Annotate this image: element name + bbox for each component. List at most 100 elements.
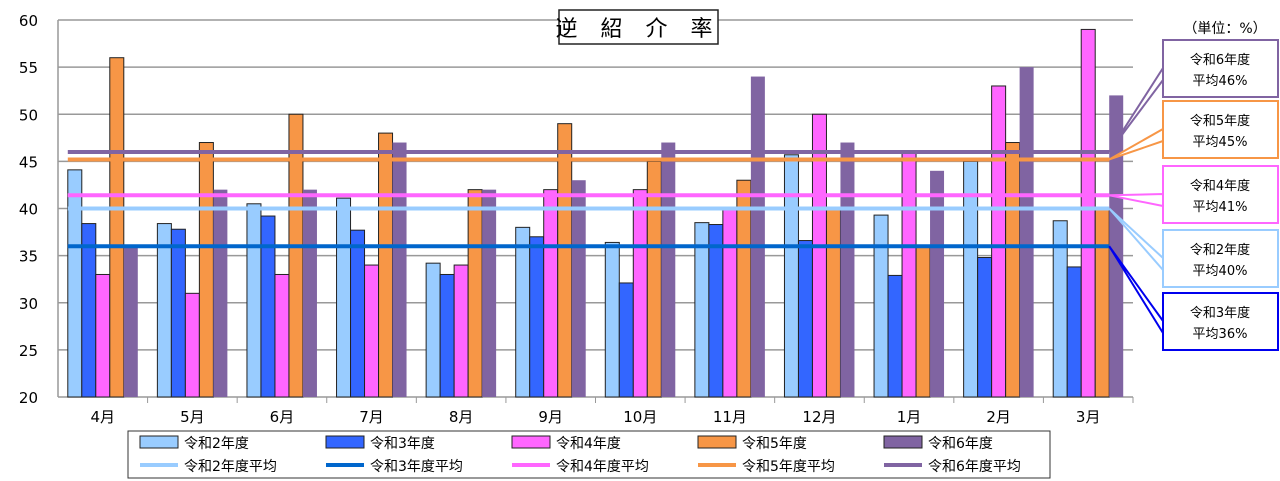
legend-label: 令和3年度: [370, 436, 435, 452]
bar-令和5年度-11月: [736, 179, 752, 398]
bar-令和6年度-6月: [302, 189, 317, 397]
bar-令和4年度-5月: [184, 292, 200, 398]
annotation-box: [1162, 292, 1279, 351]
bar-令和5年度-4月: [109, 57, 125, 398]
bar-令和3年度-11月: [708, 224, 724, 398]
bar-令和3年度-6月: [260, 215, 276, 398]
bar-令和5年度-3月: [1094, 208, 1110, 398]
bar-令和5年度-9月: [557, 123, 573, 398]
bar-令和4年度-7月: [364, 264, 380, 398]
x-tick-label: 1月: [897, 408, 922, 426]
bar-令和5年度-12月: [825, 208, 841, 398]
legend-swatch-令和6年度: [883, 435, 923, 449]
bar-令和3年度-8月: [439, 273, 455, 398]
bar-令和5年度-2月: [1005, 142, 1021, 398]
x-tick-label: 9月: [538, 408, 563, 426]
title-box: [558, 9, 719, 45]
bar-令和4年度-10月: [632, 189, 648, 398]
x-tick-label: 5月: [180, 408, 205, 426]
x-tick-label: 12月: [802, 408, 836, 426]
x-tick-label: 10月: [623, 408, 657, 426]
bar-令和5年度-1月: [915, 245, 931, 398]
bar-令和4年度-9月: [543, 189, 559, 398]
bar-令和2年度-6月: [246, 203, 262, 398]
annotation-label: 令和3年度: [1190, 305, 1250, 321]
annotation-label: 令和2年度: [1190, 242, 1250, 258]
annotation-box: [1162, 165, 1279, 224]
annotation-value: 平均46%: [1193, 74, 1248, 89]
annotation-label: 令和4年度: [1190, 178, 1250, 194]
bar-令和6年度-2月: [1019, 67, 1034, 397]
legend-label: 令和2年度平均: [184, 459, 277, 475]
x-tick-label: 4月: [91, 408, 116, 426]
annotation-value: 平均45%: [1193, 135, 1248, 150]
bar-令和6年度-12月: [840, 142, 855, 397]
y-tick-label: 60: [19, 12, 38, 30]
bar-令和6年度-3月: [1109, 95, 1124, 398]
y-tick-label: 45: [19, 153, 38, 171]
annotation-value: 平均41%: [1193, 200, 1248, 215]
bar-令和5年度-8月: [467, 189, 483, 398]
bar-令和5年度-5月: [198, 142, 214, 398]
bar-令和2年度-9月: [515, 226, 531, 398]
legend-label: 令和6年度: [928, 436, 993, 452]
bar-令和4年度-8月: [453, 264, 469, 398]
y-tick-label: 20: [19, 389, 38, 407]
legend-label: 令和5年度平均: [742, 459, 835, 475]
unit-label: （単位：%）: [1183, 21, 1266, 37]
legend-swatch-令和4年度: [511, 435, 551, 449]
x-tick-label: 2月: [986, 408, 1011, 426]
bar-令和6年度-5月: [213, 189, 228, 397]
legend-label: 令和5年度: [742, 436, 807, 452]
annotation-box: [1162, 39, 1279, 98]
bar-令和6年度-10月: [661, 142, 676, 397]
bar-令和2年度-8月: [425, 262, 441, 398]
legend-swatch-令和2年度: [139, 435, 179, 449]
bar-令和6年度-9月: [571, 180, 586, 397]
bar-令和6年度-11月: [750, 76, 765, 398]
annotation-label: 令和6年度: [1190, 52, 1250, 68]
x-tick-label: 8月: [449, 408, 474, 426]
bar-令和6年度-7月: [392, 142, 407, 397]
bar-令和2年度-10月: [604, 241, 620, 398]
bar-令和4年度-3月: [1080, 28, 1096, 398]
annotation-box: [1162, 229, 1279, 288]
bar-令和4年度-4月: [95, 273, 111, 398]
y-tick-label: 40: [19, 201, 38, 219]
x-tick-label: 3月: [1076, 408, 1101, 426]
bar-令和4年度-11月: [722, 208, 738, 398]
annotation-label: 令和5年度: [1190, 113, 1250, 129]
y-tick-label: 35: [19, 248, 38, 266]
bar-令和2年度-11月: [694, 222, 710, 398]
y-tick-label: 25: [19, 342, 38, 360]
y-tick-label: 55: [19, 59, 38, 77]
bar-令和3年度-7月: [350, 229, 366, 398]
legend-label: 令和2年度: [184, 436, 249, 452]
chart-title: 逆 紹 介 率: [556, 17, 721, 42]
bar-令和2年度-7月: [336, 197, 352, 398]
annotation-box: [1162, 100, 1279, 159]
bar-令和6年度-4月: [123, 246, 138, 397]
y-tick-label: 50: [19, 106, 38, 124]
bar-令和2年度-1月: [873, 214, 889, 398]
x-tick-label: 6月: [270, 408, 295, 426]
bar-令和4年度-2月: [991, 85, 1007, 398]
bar-令和5年度-6月: [288, 113, 304, 398]
legend-swatch-令和3年度: [325, 435, 365, 449]
bar-令和3年度-4月: [81, 223, 97, 398]
bar-令和3年度-12月: [797, 240, 813, 398]
bar-令和4年度-12月: [811, 113, 827, 398]
annotation-value: 平均36%: [1193, 327, 1248, 342]
annotation-value: 平均40%: [1193, 264, 1248, 279]
x-tick-label: 11月: [713, 408, 747, 426]
legend-label: 令和4年度平均: [556, 459, 649, 475]
bar-令和2年度-12月: [783, 154, 799, 398]
bar-令和4年度-1月: [901, 151, 917, 398]
legend-label: 令和6年度平均: [928, 459, 1021, 475]
legend-label: 令和4年度: [556, 436, 621, 452]
bar-令和4年度-6月: [274, 273, 290, 398]
bar-令和2年度-5月: [156, 223, 172, 398]
bar-令和3年度-3月: [1066, 266, 1082, 398]
